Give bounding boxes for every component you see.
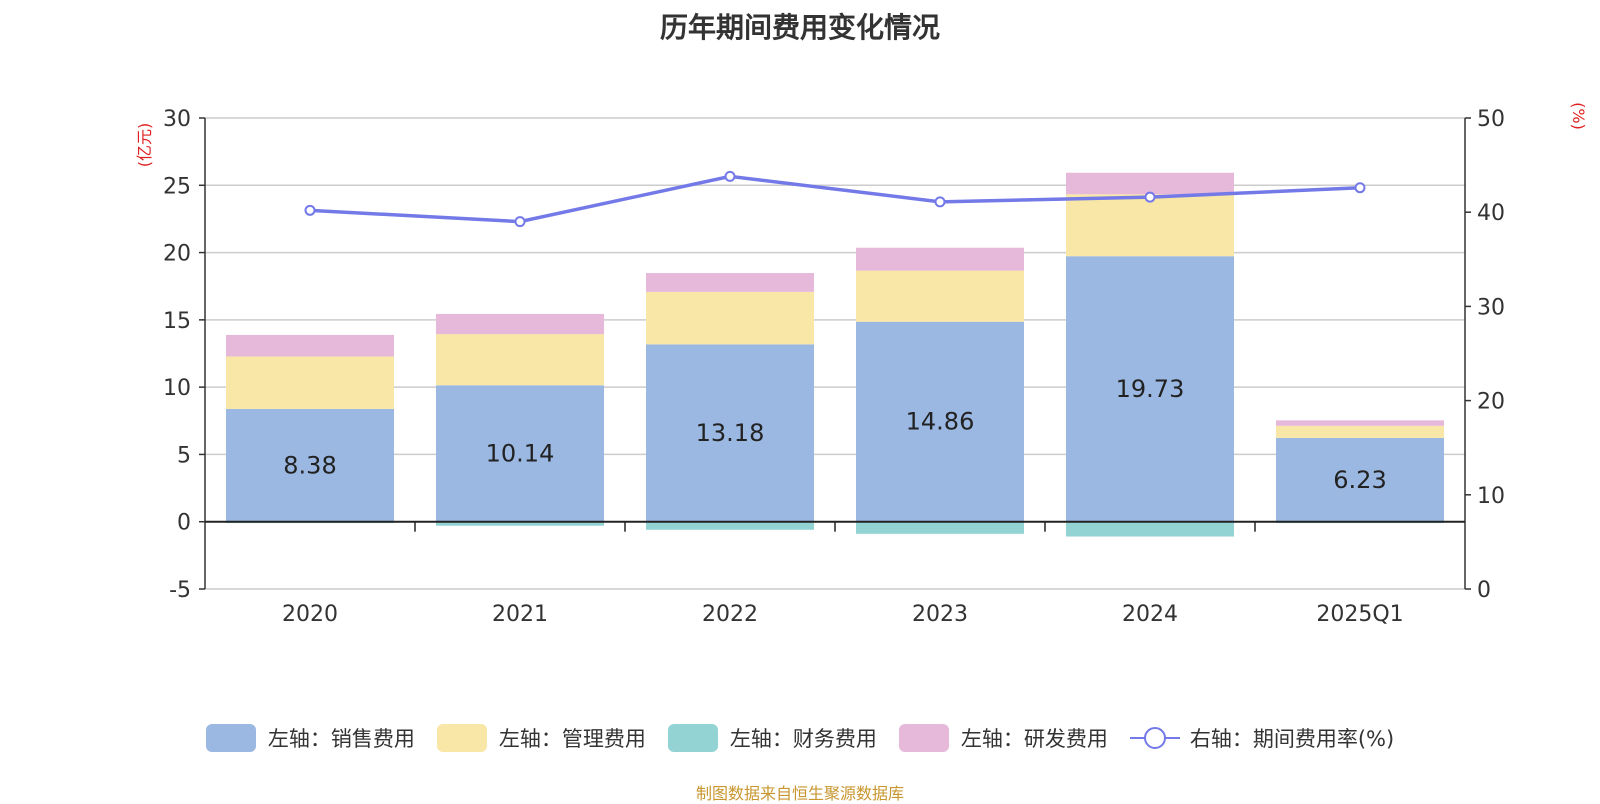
legend-line-marker-icon	[1129, 727, 1180, 749]
bar-layer	[226, 172, 1444, 537]
left-axis-unit-label: (亿元)	[135, 123, 154, 168]
left-axis-tick-label: 15	[163, 309, 191, 334]
bar-2024-2	[1066, 521, 1234, 537]
legend-label: 左轴：管理费用	[498, 727, 646, 751]
right-axis-tick-label: 50	[1477, 107, 1505, 132]
chart-title: 历年期间费用变化情况	[659, 11, 940, 44]
x-tick-label-2022: 2022	[702, 602, 758, 627]
bar-2024-0	[1066, 256, 1234, 522]
bar-2021-3	[436, 313, 604, 335]
rate-point-2021	[514, 216, 526, 228]
bar-2020-1	[226, 356, 394, 409]
bar-2022-0	[646, 344, 814, 522]
data-label-2022: 13.18	[696, 419, 765, 447]
rate-point-2022	[724, 170, 736, 182]
bar-2022-2	[646, 521, 814, 530]
bar-2020-3	[226, 334, 394, 357]
left-axis-tick-label: 25	[163, 174, 191, 199]
right-axis-unit-label: (%)	[1569, 102, 1588, 130]
data-label-2021: 10.14	[486, 439, 555, 467]
data-label-2025Q1: 6.23	[1333, 466, 1386, 494]
left-axis-tick-label: 0	[177, 511, 191, 536]
bar-2022-3	[646, 273, 814, 292]
source-note: 制图数据来自恒生聚源数据库	[695, 784, 904, 803]
data-label-2023: 14.86	[906, 408, 975, 436]
bar-2021-0	[436, 385, 604, 522]
legend-item-1[interactable]: 左轴：管理费用	[436, 723, 646, 753]
left-axis-tick-label: 10	[163, 376, 191, 401]
legend-item-2[interactable]: 左轴：财务费用	[667, 723, 877, 753]
rate-point-2024	[1144, 191, 1156, 203]
legend-label: 右轴：期间费用率(%)	[1189, 727, 1395, 751]
left-axis-tick-label: 30	[163, 107, 191, 132]
data-label-2024: 19.73	[1116, 375, 1185, 403]
x-tick-label-2021: 2021	[492, 602, 548, 627]
data-labels: 8.38 10.14 13.18 14.86 19.73 6.23	[283, 375, 1386, 494]
gridlines	[205, 117, 1465, 590]
legend-swatch	[667, 724, 718, 752]
rate-line	[309, 174, 1361, 224]
legend-label: 左轴：研发费用	[960, 727, 1108, 751]
bar-2022-1	[646, 291, 814, 345]
bar-2021-2	[436, 521, 604, 526]
left-axis-tick-label: -5	[169, 578, 191, 603]
legend: 左轴：销售费用 左轴：管理费用 左轴：财务费用 左轴：研发费用 右轴：期间费用率(%)	[0, 720, 1600, 756]
legend-label: 左轴：财务费用	[729, 727, 877, 751]
bar-2023-3	[856, 247, 1024, 271]
rate-line-layer	[304, 170, 1366, 228]
right-axis-tick-label: 40	[1477, 201, 1505, 226]
x-tick-label-2020: 2020	[282, 602, 338, 627]
data-label-2020: 8.38	[283, 451, 336, 479]
bar-2025Q1-3	[1276, 420, 1444, 426]
bar-2023-2	[856, 521, 1024, 534]
right-axis-tick-label: 10	[1477, 484, 1505, 509]
x-tick-label-2024: 2024	[1122, 602, 1178, 627]
left-axis-tick-label: 5	[177, 443, 191, 468]
bar-2023-1	[856, 270, 1024, 322]
legend-swatch	[898, 724, 949, 752]
rate-point-2025Q1	[1354, 182, 1366, 194]
legend-label: 左轴：销售费用	[267, 727, 415, 751]
legend-item-4[interactable]: 右轴：期间费用率(%)	[1129, 723, 1395, 753]
x-tick-label-2025Q1: 2025Q1	[1316, 602, 1403, 627]
rate-point-2023	[934, 196, 946, 208]
left-axis-tick-label: 20	[163, 242, 191, 267]
bar-2024-1	[1066, 194, 1234, 257]
bar-2021-1	[436, 334, 604, 386]
bar-2023-0	[856, 321, 1024, 522]
legend-swatch	[436, 724, 487, 752]
right-axis-tick-label: 30	[1477, 295, 1505, 320]
bar-2025Q1-0	[1276, 437, 1444, 522]
x-tick-label-2023: 2023	[912, 602, 968, 627]
axes: -5 0 5 10 15 20 25 30 0 10 20 30 40 50 2020 2021 2022 202…	[163, 107, 1505, 627]
bar-2020-0	[226, 408, 394, 522]
rate-point-2020	[304, 204, 316, 216]
bar-2025Q1-1	[1276, 425, 1444, 438]
right-axis-tick-label: 0	[1477, 578, 1491, 603]
right-axis-tick-label: 20	[1477, 390, 1505, 415]
legend-item-0[interactable]: 左轴：销售费用	[205, 723, 415, 753]
legend-swatch	[205, 724, 256, 752]
bar-2024-3	[1066, 172, 1234, 195]
legend-item-3[interactable]: 左轴：研发费用	[898, 723, 1108, 753]
